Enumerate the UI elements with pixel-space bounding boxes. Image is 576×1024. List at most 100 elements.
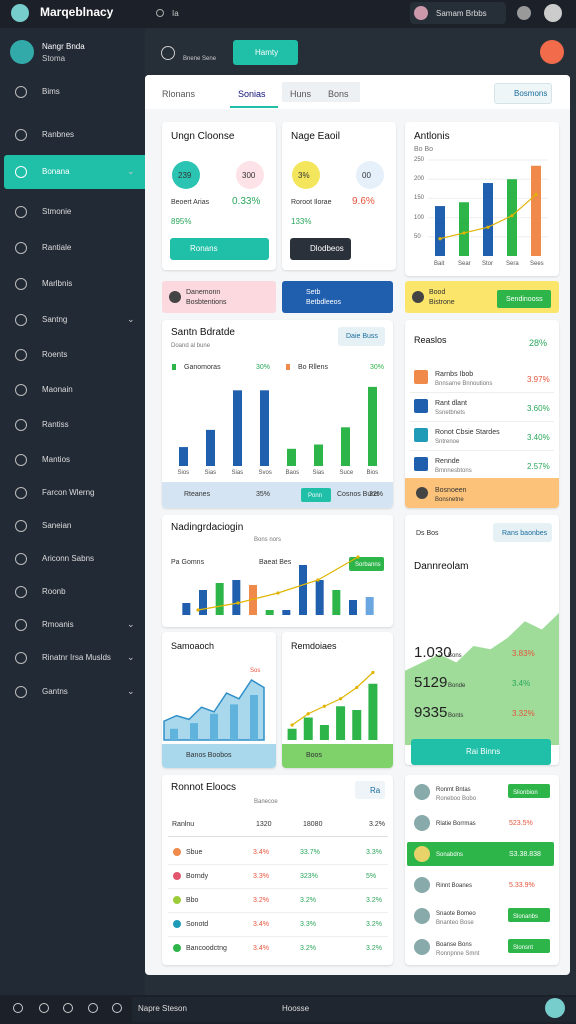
button[interactable]	[497, 290, 551, 308]
button-label[interactable]: Hamty	[255, 48, 279, 57]
icon	[63, 1003, 73, 1013]
button-label[interactable]: Slonsnt	[513, 945, 534, 951]
button-label[interactable]: Ronans	[190, 244, 218, 253]
item-name: Ronot Cbsie Stardes	[435, 429, 500, 436]
nav-item[interactable]: Stmonie	[42, 207, 72, 216]
search[interactable]	[494, 83, 552, 104]
top-user: Samam Brbbs	[436, 9, 487, 18]
metric-label: Bons	[448, 653, 462, 659]
footer-value: 35%	[256, 491, 271, 498]
person-value: 523.5%	[509, 820, 533, 827]
metric: 9335	[414, 704, 448, 721]
nav-item[interactable]: Bonana	[42, 167, 70, 176]
button[interactable]	[411, 739, 551, 765]
button-label[interactable]: Rai Binns	[466, 747, 501, 756]
x-tick-label: Bios	[366, 470, 379, 476]
bar	[230, 704, 238, 740]
button[interactable]	[233, 40, 298, 65]
nav-icon	[15, 349, 27, 361]
item-sub: Sntrenoe	[435, 439, 460, 445]
x-tick-label: Sias	[204, 470, 217, 476]
button-label[interactable]: Ra	[370, 786, 381, 795]
nav-item[interactable]: Bims	[42, 87, 60, 96]
footer-label: Boos	[306, 752, 322, 759]
nav-item[interactable]: Mantios	[42, 455, 71, 464]
button-label[interactable]: Sorbanns	[355, 562, 381, 568]
divider	[168, 864, 388, 865]
badge	[236, 161, 264, 189]
button-label[interactable]: Slonanbs	[513, 914, 539, 920]
table-cell: 33.7%	[300, 849, 320, 856]
nav-item[interactable]: Ariconn Sabns	[42, 554, 95, 563]
kpi-value: 9.6%	[352, 196, 375, 207]
icon	[414, 370, 428, 384]
chevron: ⌄	[127, 166, 135, 176]
button[interactable]	[170, 238, 269, 260]
item-sub: Ssnetbnets	[435, 410, 466, 416]
point	[276, 591, 280, 595]
button[interactable]	[349, 557, 384, 571]
nav-item[interactable]: Marlbnis	[42, 279, 73, 288]
card-title: Remdoiaes	[291, 641, 337, 651]
button[interactable]	[290, 238, 351, 260]
x-tick-label: Bait	[434, 261, 445, 267]
icon	[39, 1003, 49, 1013]
nav-item[interactable]: Gantns	[42, 687, 68, 696]
tab[interactable]: Rans baonbes	[502, 530, 548, 537]
nav-item[interactable]: Rantiale	[42, 243, 72, 252]
tab[interactable]: Bons	[328, 89, 349, 99]
bar	[182, 603, 191, 615]
table-cell: 3.2%	[366, 897, 382, 904]
nav-item[interactable]: Maonain	[42, 385, 73, 394]
nav-item[interactable]: Ranbnes	[42, 130, 75, 139]
nav-item[interactable]: Roents	[42, 350, 68, 359]
nav-item[interactable]: Rinatnr Irsa Muslds	[42, 653, 111, 662]
avatar	[545, 998, 565, 1018]
icon	[112, 1003, 122, 1013]
icon	[412, 291, 424, 303]
table-cell: Bbo	[186, 897, 199, 904]
search-label[interactable]: Bosmons	[514, 89, 548, 98]
tab[interactable]: Huns	[290, 89, 312, 99]
chart	[163, 678, 265, 741]
y-tick-label: 200	[414, 176, 425, 183]
tab[interactable]: Ds Bos	[416, 530, 439, 537]
point	[355, 685, 359, 690]
nav-item[interactable]: Rantiss	[42, 420, 69, 429]
table-cell: Sbue	[186, 849, 203, 856]
button-label[interactable]: Slionbion	[513, 790, 538, 796]
bar	[303, 717, 313, 740]
nav-item[interactable]: Farcon Wlerng	[42, 488, 95, 497]
button-label[interactable]: Sendinooss	[506, 296, 543, 303]
button-label[interactable]: Dlodbeos	[310, 244, 344, 253]
footer-label: Bosnoeen	[435, 487, 467, 494]
nav-item[interactable]: Saneian	[42, 521, 72, 530]
tab-underline	[230, 106, 278, 108]
legend-value: 30%	[370, 364, 385, 371]
nav-active	[4, 155, 145, 189]
button[interactable]	[508, 908, 550, 922]
avatar	[11, 4, 29, 22]
metric-pct: 3.4%	[512, 679, 531, 688]
divider	[168, 912, 388, 913]
area	[163, 678, 265, 741]
tab[interactable]: Sonias	[238, 89, 266, 99]
item-name: Rennde	[435, 458, 460, 465]
button[interactable]	[355, 781, 385, 799]
nav-item[interactable]: Rmoanis	[42, 620, 74, 629]
icon	[414, 457, 428, 471]
bar	[190, 723, 198, 740]
user-pill	[410, 2, 506, 24]
icon	[173, 896, 181, 904]
button[interactable]	[338, 327, 385, 346]
bar	[352, 710, 362, 740]
button[interactable]	[508, 939, 550, 953]
bar	[368, 683, 378, 740]
tab[interactable]: Rlonans	[162, 89, 196, 99]
nav-item[interactable]: Roonb	[42, 587, 66, 596]
button[interactable]	[508, 784, 550, 798]
nav-icon	[15, 586, 27, 598]
header-label: Bnene Sene	[183, 56, 217, 62]
nav-item[interactable]: Santng	[42, 315, 68, 324]
button-label[interactable]: Daie Buss	[346, 333, 378, 340]
